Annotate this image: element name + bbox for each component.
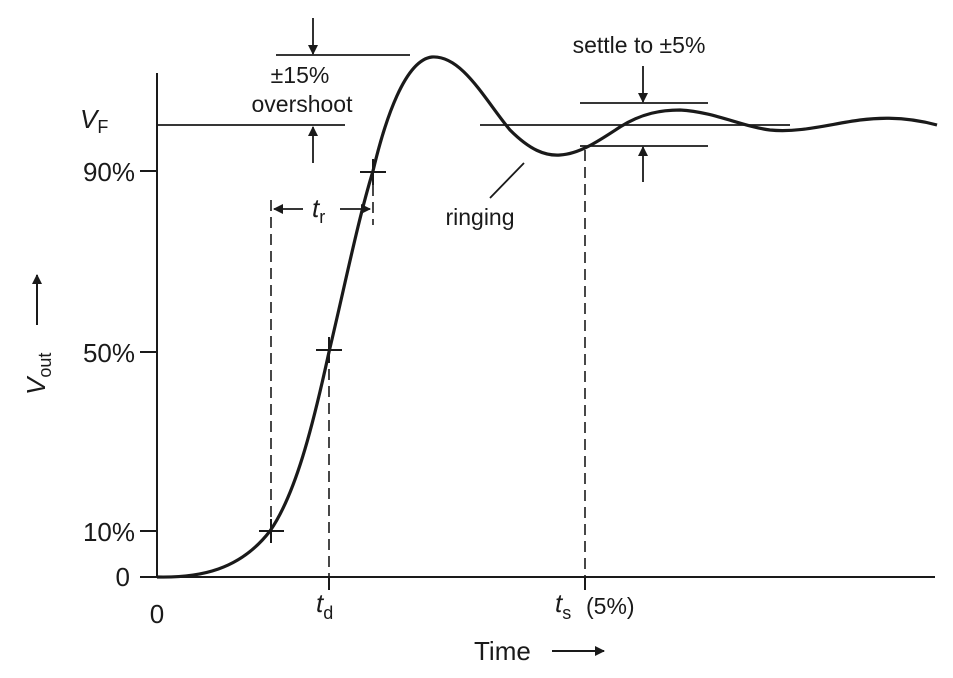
x-axis-label: Time bbox=[474, 636, 531, 666]
settle-label: settle to ±5% bbox=[573, 32, 706, 58]
overshoot-text-1: ±15% bbox=[271, 62, 330, 88]
ytick-10: 10% bbox=[83, 517, 135, 547]
ts-note: (5%) bbox=[586, 593, 635, 619]
x-origin-label: 0 bbox=[150, 599, 164, 629]
svg-text:Vout: Vout bbox=[21, 353, 55, 395]
ytick-50: 50% bbox=[83, 338, 135, 368]
tr-label: tr bbox=[312, 193, 325, 227]
y-axis-label: Vout bbox=[21, 274, 55, 395]
ts-label: ts bbox=[555, 588, 571, 623]
ytick-0: 0 bbox=[116, 562, 130, 592]
ringing-leader bbox=[489, 162, 525, 199]
cross-90 bbox=[360, 159, 386, 185]
response-curve bbox=[156, 55, 938, 579]
ringing-label: ringing bbox=[445, 204, 514, 230]
overshoot-text-2: overshoot bbox=[251, 91, 353, 117]
vf-label: VF bbox=[80, 104, 108, 137]
td-label: td bbox=[316, 588, 333, 623]
ytick-90: 90% bbox=[83, 157, 135, 187]
